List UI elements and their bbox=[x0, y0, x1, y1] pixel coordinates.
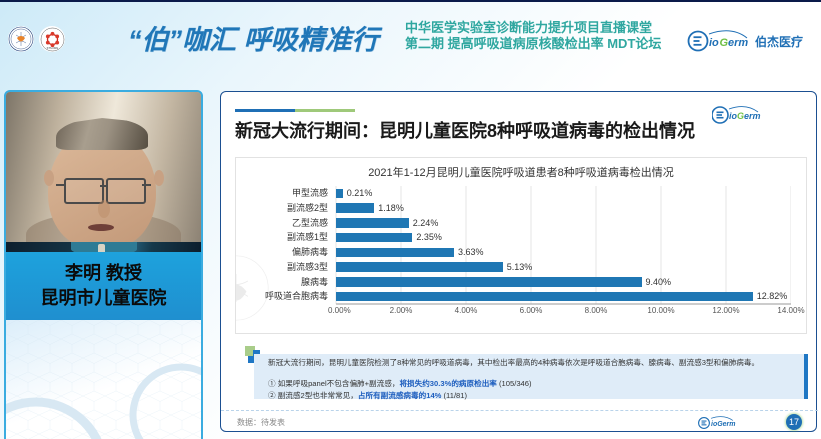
svg-text:ioGerm: ioGerm bbox=[711, 421, 736, 428]
svg-text:erm: erm bbox=[744, 111, 761, 121]
svg-text:erm: erm bbox=[728, 37, 748, 49]
svg-text:io: io bbox=[709, 37, 719, 49]
svg-text:G: G bbox=[737, 111, 744, 121]
svg-text:伯杰医疗: 伯杰医疗 bbox=[755, 34, 803, 49]
svg-text:STS.ORG: STS.ORG bbox=[46, 46, 58, 50]
